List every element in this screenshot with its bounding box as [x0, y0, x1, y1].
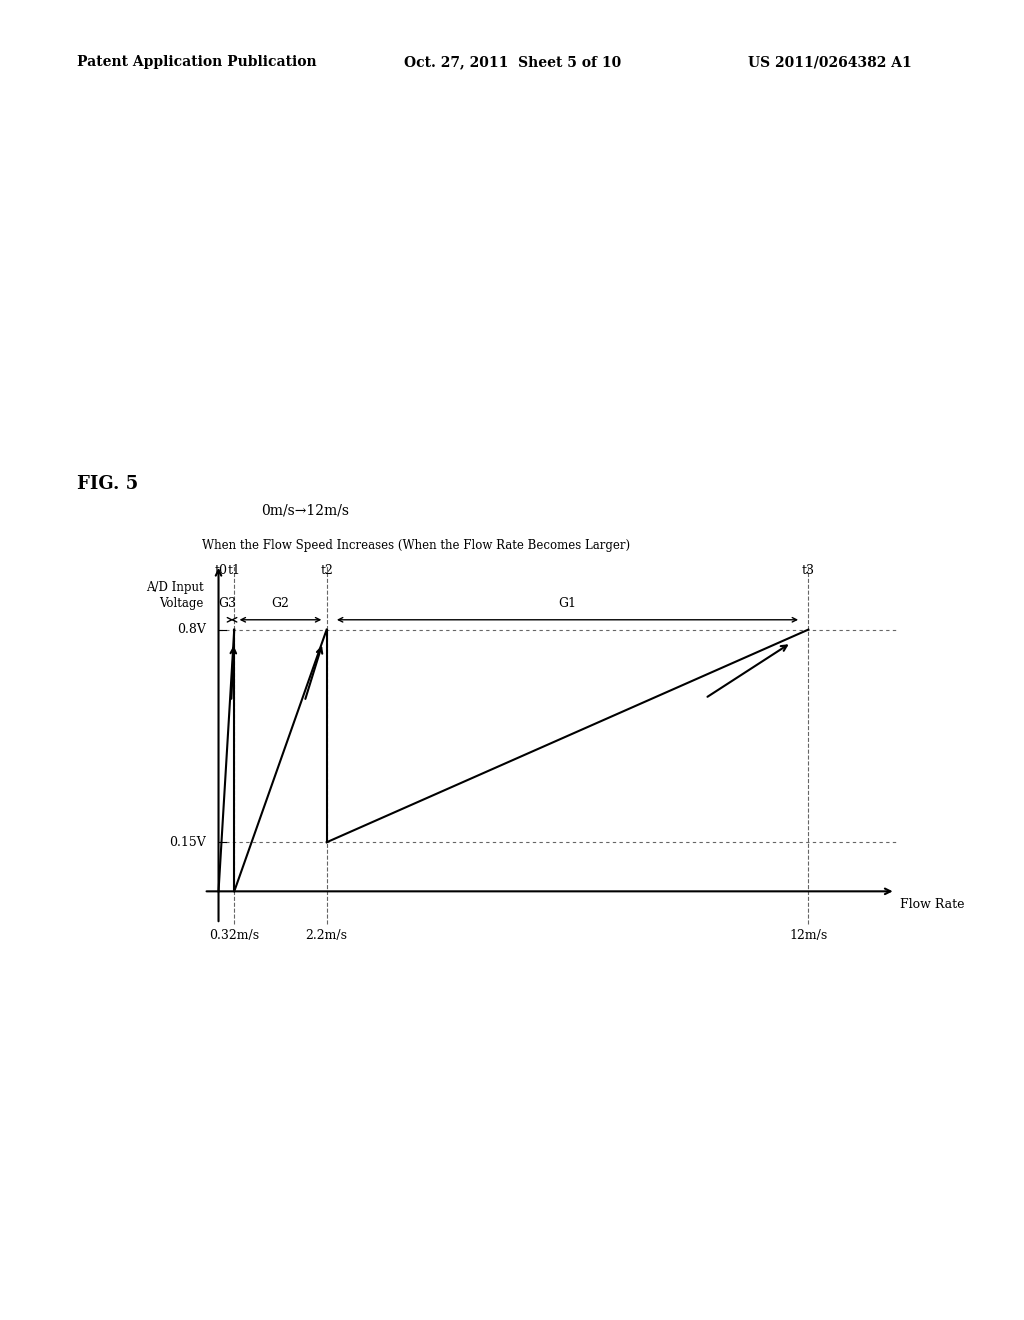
Text: G3: G3: [218, 597, 237, 610]
Text: G2: G2: [271, 597, 290, 610]
Text: G1: G1: [558, 597, 577, 610]
Text: A/D Input
Voltage: A/D Input Voltage: [146, 581, 204, 610]
Text: Patent Application Publication: Patent Application Publication: [77, 55, 316, 70]
Text: 2.2m/s: 2.2m/s: [305, 929, 348, 942]
Text: US 2011/0264382 A1: US 2011/0264382 A1: [748, 55, 911, 70]
Text: t2: t2: [321, 564, 333, 577]
Text: t3: t3: [802, 564, 815, 577]
Text: t0: t0: [214, 564, 227, 577]
Text: 0.15V: 0.15V: [170, 836, 206, 849]
Text: 0m/s→12m/s: 0m/s→12m/s: [261, 503, 349, 517]
Text: t1: t1: [227, 564, 241, 577]
Text: Oct. 27, 2011  Sheet 5 of 10: Oct. 27, 2011 Sheet 5 of 10: [404, 55, 622, 70]
Text: Flow Rate: Flow Rate: [900, 898, 965, 911]
Text: 0.32m/s: 0.32m/s: [209, 929, 259, 942]
Text: 12m/s: 12m/s: [790, 929, 827, 942]
Text: FIG. 5: FIG. 5: [77, 475, 138, 494]
Text: 0.8V: 0.8V: [177, 623, 206, 636]
Text: When the Flow Speed Increases (When the Flow Rate Becomes Larger): When the Flow Speed Increases (When the …: [202, 539, 630, 552]
